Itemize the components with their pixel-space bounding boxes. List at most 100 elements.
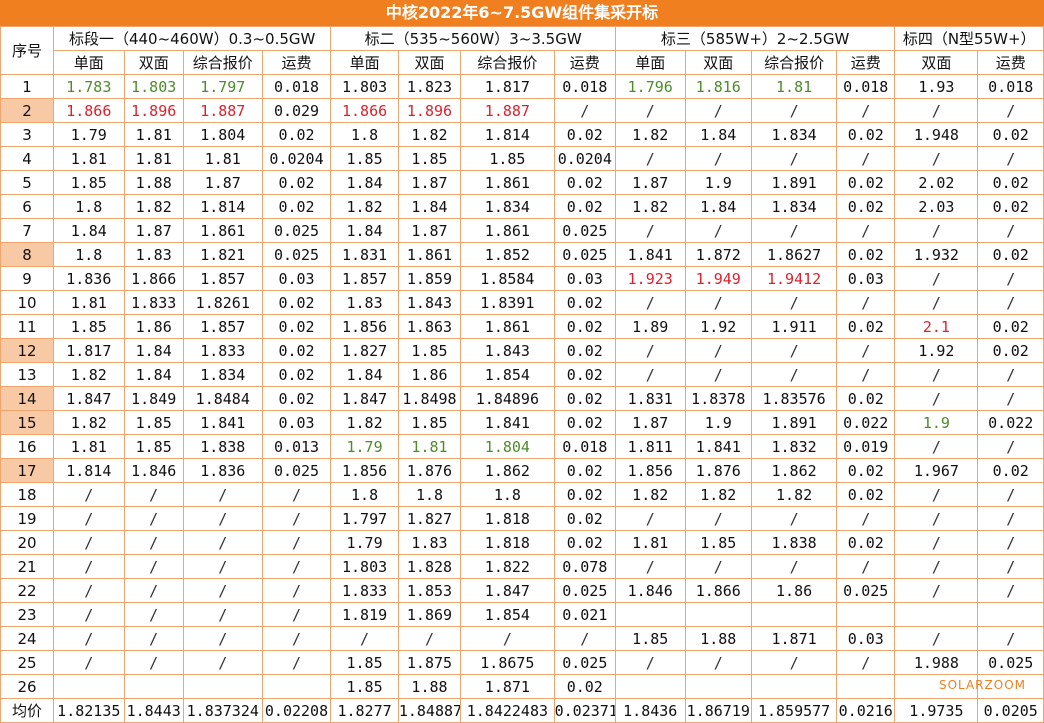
table-cell <box>894 602 979 627</box>
table-cell <box>684 674 753 699</box>
table-cell: / <box>836 218 896 243</box>
table-cell: 1.923 <box>614 266 686 291</box>
table-cell: 1.803 <box>123 74 184 99</box>
table-cell: 0.02 <box>836 314 896 339</box>
table-cell: 1.81 <box>52 434 125 459</box>
table-cell: 1.803 <box>330 74 399 99</box>
table-cell: / <box>261 602 332 627</box>
table-cell: 1.93 <box>894 74 979 99</box>
table-cell: 1.857 <box>330 266 399 291</box>
table-cell: / <box>52 602 125 627</box>
table-cell: 1.797 <box>182 74 263 99</box>
table-cell: / <box>977 506 1044 531</box>
table-cell: 1.84 <box>330 218 399 243</box>
table-cell: / <box>52 650 125 675</box>
table-cell: 1.857 <box>182 314 263 339</box>
table-cell: / <box>52 530 125 555</box>
table-cell: 1.92 <box>894 338 979 363</box>
table-cell: 1.84 <box>52 218 125 243</box>
table-cell: 1.811 <box>614 434 686 459</box>
table-row: 10 1.81 1.833 1.8261 0.02 1.83 1.843 1.8391 0.02… <box>0 290 1044 315</box>
table-cell: / <box>977 98 1044 123</box>
table-cell: / <box>123 626 184 651</box>
table-cell: / <box>261 578 332 603</box>
table-cell: 0.019 <box>836 434 896 459</box>
row-index: 21 <box>0 554 54 579</box>
table-cell: 0.02 <box>553 122 616 147</box>
table-cell: 1.843 <box>460 338 555 363</box>
table-cell: 0.03 <box>261 410 332 435</box>
table-cell: 2.02 <box>894 170 979 195</box>
table-cell: 1.827 <box>330 338 399 363</box>
table-cell: 1.79 <box>330 530 399 555</box>
table-cell: 1.838 <box>182 434 263 459</box>
table-cell: 1.84 <box>123 362 184 387</box>
table-cell: 1.804 <box>460 434 555 459</box>
table-cell: 1.8675 <box>460 650 555 675</box>
header-sub: 双面 <box>894 50 979 75</box>
table-cell <box>614 674 686 699</box>
table-cell: 0.025 <box>836 578 896 603</box>
table-cell: 1.81 <box>123 122 184 147</box>
table-cell: / <box>750 650 838 675</box>
row-index: 14 <box>0 386 54 411</box>
table-cell: 1.872 <box>684 242 753 267</box>
row-index: 12 <box>0 338 54 363</box>
table-cell: 1.836 <box>182 458 263 483</box>
table-cell: 0.02 <box>553 530 616 555</box>
table-cell: 1.887 <box>182 98 263 123</box>
table-cell: 0.02 <box>977 194 1044 219</box>
header-sub: 综合报价 <box>750 50 838 75</box>
table-cell: 1.84 <box>397 194 462 219</box>
table-cell: 1.853 <box>397 578 462 603</box>
table-row: 13 1.82 1.84 1.834 0.02 1.84 1.86 1.854 0.02// / /… <box>0 362 1044 387</box>
table-cell: 1.821 <box>182 242 263 267</box>
table-row: 22// //1.833 1.853 1.847 0.025 1.846 1.866 1.86… <box>0 578 1044 603</box>
table-cell: / <box>836 362 896 387</box>
table-cell: 1.82 <box>614 194 686 219</box>
table-cell <box>123 674 184 699</box>
table-cell: / <box>684 218 753 243</box>
row-index: 23 <box>0 602 54 627</box>
table-cell: / <box>977 530 1044 555</box>
table-cell: / <box>750 146 838 171</box>
table-cell: 1.82 <box>684 482 753 507</box>
table-cell: / <box>261 482 332 507</box>
table-cell: 0.013 <box>261 434 332 459</box>
table-cell: 1.857 <box>182 266 263 291</box>
table-row: 3 1.79 1.81 1.804 0.02 1.8 1.82 1.814 0.02 1.82 1.… <box>0 122 1044 147</box>
table-cell: 0.02 <box>261 386 332 411</box>
table-cell: / <box>977 626 1044 651</box>
row-index: 20 <box>0 530 54 555</box>
table-cell: 0.02 <box>553 338 616 363</box>
table-cell: / <box>123 554 184 579</box>
table-cell: / <box>977 146 1044 171</box>
table-cell: / <box>52 482 125 507</box>
table-cell: 1.81 <box>397 434 462 459</box>
row-index: 3 <box>0 122 54 147</box>
table-row: 6 1.8 1.82 1.814 0.02 1.82 1.84 1.834 0.02 1.82 1.… <box>0 194 1044 219</box>
table-cell: 0.02 <box>261 362 332 387</box>
table-row: 21// //1.803 1.828 1.822 0.078// / / / / <box>0 554 1044 579</box>
table-cell <box>836 674 896 699</box>
table-cell: 1.86 <box>397 362 462 387</box>
table-cell: 1.814 <box>460 122 555 147</box>
header-index: 序号 <box>0 26 54 75</box>
table-row: 23// //1.819 1.869 1.854 0.021 <box>0 602 1044 627</box>
table-cell: 1.8 <box>52 194 125 219</box>
table-cell: / <box>750 218 838 243</box>
table-cell: / <box>261 530 332 555</box>
table-row: 11 1.85 1.86 1.857 0.02 1.856 1.863 1.861 0.02 1.… <box>0 314 1044 339</box>
table-cell: / <box>836 290 896 315</box>
table-row: 均价 1.82135 1.8443 1.837324 0.02208 1.8277 1.84… <box>0 698 1044 723</box>
table-cell: / <box>894 146 979 171</box>
table-cell: 1.804 <box>182 122 263 147</box>
bid-table: 序号 标段一（440~460W）0.3~0.5GW 标二（535~560W）3~… <box>0 26 1044 723</box>
table-cell: / <box>977 434 1044 459</box>
table-cell: 1.896 <box>397 98 462 123</box>
table-cell: / <box>894 482 979 507</box>
table-cell <box>52 674 125 699</box>
table-cell: 1.949 <box>684 266 753 291</box>
table-cell <box>750 602 838 627</box>
table-cell: 1.834 <box>460 194 555 219</box>
